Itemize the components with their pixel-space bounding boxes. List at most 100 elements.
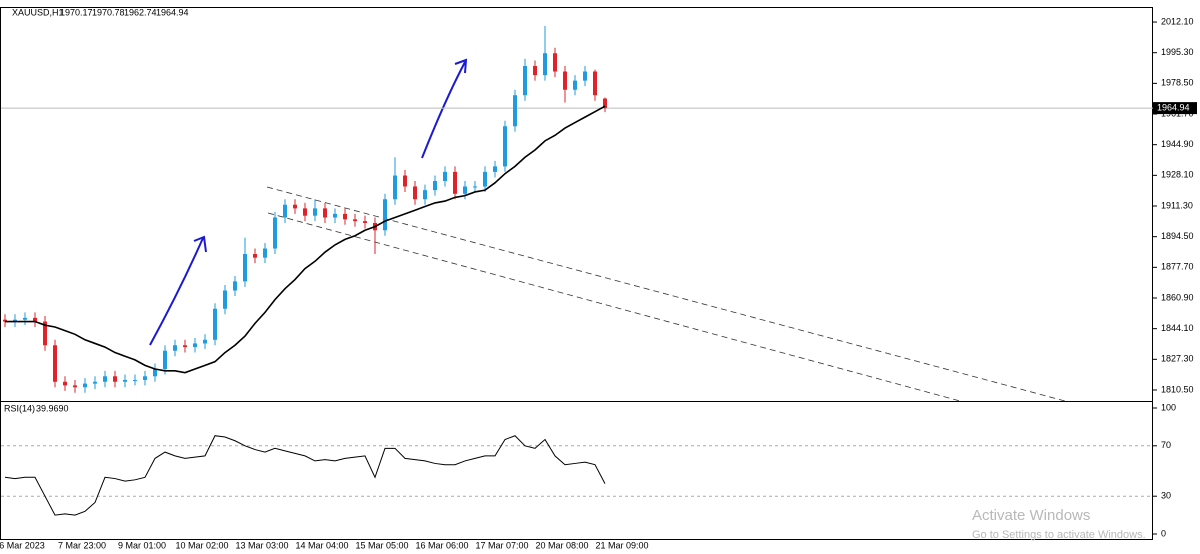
price-tag [1153,102,1197,115]
x-tick-label: 20 Mar 08:00 [535,540,588,550]
ohlc-low: 1962.74 [124,7,157,17]
rsi-tick-label: 30 [1161,491,1171,501]
candle-body [553,53,557,72]
arrows [149,58,468,346]
candle-body [293,204,297,209]
candle-body [73,385,77,388]
candle-body [563,71,567,90]
candle-body [243,254,247,282]
y-tick-label: 1995.30 [1161,47,1194,57]
symbol: XAUUSD,H1 [12,7,64,17]
candle-body [493,166,497,172]
channel-line [266,186,1066,402]
candle-body [213,308,217,340]
watermark-title: Activate Windows [972,507,1090,524]
candle-body [313,208,317,216]
channel-line [267,212,961,402]
candle-body [173,345,177,351]
candle-body [353,219,357,222]
arrow [149,235,207,346]
candle-body [303,208,307,216]
candle-body [433,181,437,191]
rsi-frame [0,401,1153,540]
candle-body [443,171,447,182]
rsi-name: RSI(14) [4,403,35,413]
candle-body [63,381,67,386]
candle-body [253,254,257,258]
candle-body [543,53,547,76]
candle-body [273,217,277,249]
candle-body [593,71,597,96]
candle-body [13,319,17,322]
candle-body [193,343,197,348]
ohlc-high: 1970.78 [92,7,125,17]
y-tick-label: 1911.30 [1161,200,1193,210]
candle-body [383,199,387,231]
candle-body [33,317,37,322]
y-tick-label: 1827.30 [1161,354,1194,364]
arrow [421,58,468,159]
candle-body [133,379,137,381]
candle-body [343,213,347,220]
candle-body [43,321,47,346]
x-tick-label: 15 Mar 05:00 [355,540,408,550]
candle-body [203,339,207,344]
candle-body [463,186,467,194]
candle-body [233,281,237,291]
rsi-tick-label: 0 [1161,528,1166,538]
candle-body [403,175,407,187]
candle-body [473,186,477,188]
watermark-subtitle: Go to Settings to activate Windows. [972,529,1146,541]
x-tick-label: 21 Mar 09:00 [595,540,648,550]
price-tag-label: 1964.94 [1157,102,1190,112]
candle-body [93,381,97,384]
candle-body [53,345,57,382]
candle-body [163,350,167,369]
moving-average [5,105,606,374]
y-tick-label: 1928.10 [1161,170,1194,180]
x-tick-label: 16 Mar 06:00 [415,540,468,550]
rsi-value: 39.9690 [36,403,69,413]
y-tick-label: 1894.50 [1161,231,1194,241]
y-tick-label: 1844.10 [1161,323,1194,333]
x-tick-label: 10 Mar 02:00 [175,540,228,550]
candle-body [503,126,507,167]
y-tick-label: 1944.90 [1161,139,1194,149]
x-tick-label: 9 Mar 01:00 [118,540,166,550]
candle-body [483,171,487,187]
candle-body [603,98,607,109]
candle-body [153,368,157,377]
channel [266,186,1066,402]
rsi-tick-label: 70 [1161,440,1171,450]
candle-body [533,66,537,76]
y-tick-label: 1810.50 [1161,384,1194,394]
main-frame [0,7,1153,402]
y-tick-label: 1877.70 [1161,262,1194,272]
candle-body [223,290,227,309]
candle-body [453,171,457,194]
x-tick-label: 13 Mar 03:00 [235,540,288,550]
candle-body [573,80,577,90]
candle-body [413,186,417,200]
x-tick-label: 7 Mar 23:00 [58,540,106,550]
ohlc-open: 1970.17 [60,7,93,17]
rsi-tick-label: 100 [1161,402,1176,412]
x-tick-label: 17 Mar 07:00 [475,540,528,550]
candle-body [23,317,27,320]
x-tick-label: 6 Mar 2023 [0,540,45,550]
candle-body [393,175,397,200]
candle-body [123,379,127,382]
candle-body [3,319,7,322]
candle-body [423,190,427,200]
candle-body [363,221,367,223]
ohlc-close: 1964.94 [156,7,189,17]
rsi-line [4,435,606,516]
x-tick-label: 14 Mar 04:00 [295,540,348,550]
candle-body [513,95,517,127]
candle-body [83,383,87,388]
candle-body [143,376,147,380]
y-tick-label: 2012.10 [1161,16,1194,26]
candle-body [583,71,587,81]
candle-body [523,66,527,96]
candle-body [103,376,107,382]
